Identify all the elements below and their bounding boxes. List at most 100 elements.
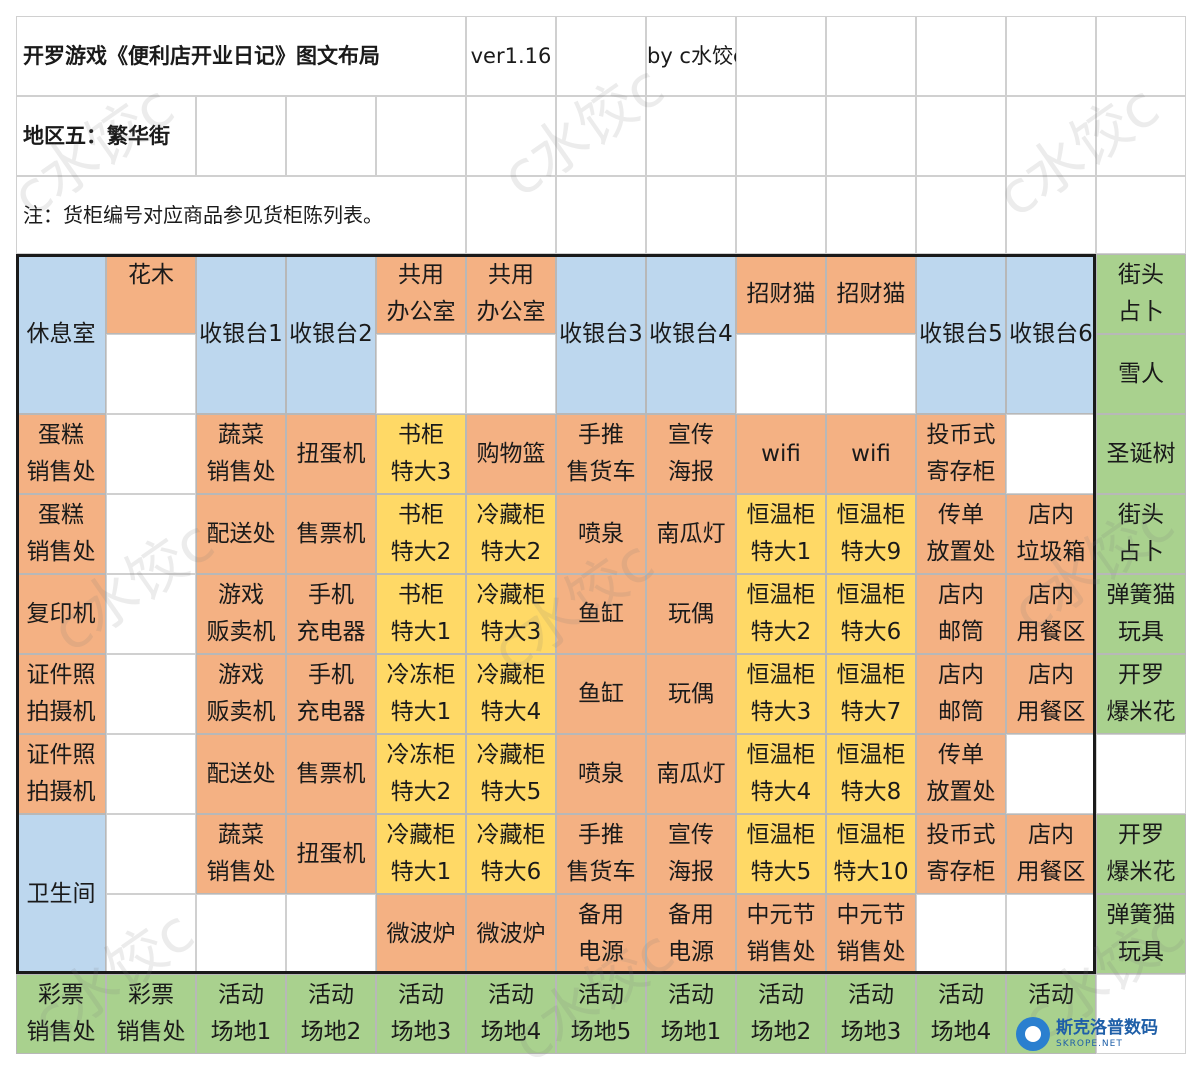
layout-cell: 收银台6 bbox=[1006, 254, 1096, 414]
site-badge: 斯克洛普数码 SKROPE.NET bbox=[1016, 1012, 1184, 1056]
header-cell bbox=[646, 176, 736, 254]
layout-cell: wifi bbox=[826, 414, 916, 494]
layout-cell: 手推 售货车 bbox=[556, 814, 646, 894]
layout-cell: 配送处 bbox=[196, 734, 286, 814]
layout-cell: 鱼缸 bbox=[556, 574, 646, 654]
header-cell bbox=[286, 96, 376, 176]
header-cell bbox=[916, 16, 1006, 96]
layout-cell: 喷泉 bbox=[556, 734, 646, 814]
layout-cell: 玩偶 bbox=[646, 574, 736, 654]
layout-cell: 中元节 销售处 bbox=[736, 894, 826, 974]
note-text: 注：货柜编号对应商品参见货柜陈列表。 bbox=[16, 176, 466, 254]
layout-cell: 活动 场地4 bbox=[466, 974, 556, 1054]
site-logo-icon bbox=[1016, 1017, 1050, 1051]
layout-cell: 店内 用餐区 bbox=[1006, 654, 1096, 734]
layout-cell: 备用 电源 bbox=[556, 894, 646, 974]
document-title: 开罗游戏《便利店开业日记》图文布局 bbox=[16, 16, 466, 96]
layout-cell: 冷藏柜 特大4 bbox=[466, 654, 556, 734]
layout-cell: 玩偶 bbox=[646, 654, 736, 734]
layout-cell: 中元节 销售处 bbox=[826, 894, 916, 974]
empty-cell bbox=[1006, 414, 1096, 494]
layout-cell: 收银台5 bbox=[916, 254, 1006, 414]
layout-cell: 鱼缸 bbox=[556, 654, 646, 734]
layout-cell: 扭蛋机 bbox=[286, 814, 376, 894]
header-cell bbox=[916, 96, 1006, 176]
layout-cell: 活动 场地1 bbox=[196, 974, 286, 1054]
spreadsheet: 开罗游戏《便利店开业日记》图文布局 ver1.16 by c水饺c 地区五：繁华… bbox=[16, 16, 1186, 1056]
layout-cell: 证件照 拍摄机 bbox=[16, 734, 106, 814]
layout-cell: 冷冻柜 特大2 bbox=[376, 734, 466, 814]
header-cell bbox=[466, 176, 556, 254]
empty-cell bbox=[106, 574, 196, 654]
header-cell bbox=[556, 16, 646, 96]
layout-cell: 招财猫 bbox=[826, 254, 916, 334]
layout-cell: 彩票 销售处 bbox=[16, 974, 106, 1054]
empty-cell bbox=[1096, 734, 1186, 814]
layout-cell: 恒温柜 特大2 bbox=[736, 574, 826, 654]
layout-cell: 恒温柜 特大4 bbox=[736, 734, 826, 814]
layout-cell: 恒温柜 特大10 bbox=[826, 814, 916, 894]
layout-cell: 微波炉 bbox=[376, 894, 466, 974]
layout-cell: 售票机 bbox=[286, 494, 376, 574]
empty-cell bbox=[1006, 894, 1096, 974]
layout-cell: 活动 场地2 bbox=[286, 974, 376, 1054]
header-cell bbox=[736, 176, 826, 254]
empty-cell bbox=[106, 654, 196, 734]
header-cell bbox=[556, 96, 646, 176]
layout-cell: 共用 办公室 bbox=[466, 254, 556, 334]
empty-cell bbox=[466, 334, 556, 414]
header-cell bbox=[196, 96, 286, 176]
layout-cell: 投币式 寄存柜 bbox=[916, 814, 1006, 894]
header-cell bbox=[1006, 16, 1096, 96]
layout-cell: 冷藏柜 特大2 bbox=[466, 494, 556, 574]
layout-cell: 游戏 贩卖机 bbox=[196, 654, 286, 734]
layout-cell: 弹簧猫 玩具 bbox=[1096, 894, 1186, 974]
layout-cell: 收银台3 bbox=[556, 254, 646, 414]
header-cell bbox=[1096, 176, 1186, 254]
layout-cell: 书柜 特大2 bbox=[376, 494, 466, 574]
header-cell bbox=[916, 176, 1006, 254]
layout-cell: 蛋糕 销售处 bbox=[16, 494, 106, 574]
header-cell bbox=[736, 96, 826, 176]
layout-cell: 手机 充电器 bbox=[286, 654, 376, 734]
empty-cell bbox=[916, 894, 1006, 974]
header-cell bbox=[1096, 96, 1186, 176]
header-cell bbox=[1006, 96, 1096, 176]
header-cell bbox=[1096, 16, 1186, 96]
layout-cell: 招财猫 bbox=[736, 254, 826, 334]
layout-cell: 喷泉 bbox=[556, 494, 646, 574]
layout-cell: 证件照 拍摄机 bbox=[16, 654, 106, 734]
region-label: 地区五：繁华街 bbox=[16, 96, 196, 176]
layout-cell: 传单 放置处 bbox=[916, 734, 1006, 814]
layout-cell: 花木 bbox=[106, 254, 196, 334]
empty-cell bbox=[106, 414, 196, 494]
empty-cell bbox=[376, 334, 466, 414]
empty-cell bbox=[826, 334, 916, 414]
header-cell bbox=[466, 96, 556, 176]
layout-cell: 冷藏柜 特大1 bbox=[376, 814, 466, 894]
empty-cell bbox=[106, 734, 196, 814]
layout-cell: 卫生间 bbox=[16, 814, 106, 974]
header-cell bbox=[736, 16, 826, 96]
layout-cell: 手机 充电器 bbox=[286, 574, 376, 654]
empty-cell bbox=[1006, 734, 1096, 814]
layout-cell: 店内 用餐区 bbox=[1006, 574, 1096, 654]
layout-cell: 宣传 海报 bbox=[646, 814, 736, 894]
author-label: by c水饺c bbox=[646, 16, 745, 96]
layout-cell: 冷藏柜 特大5 bbox=[466, 734, 556, 814]
layout-cell: 微波炉 bbox=[466, 894, 556, 974]
layout-cell: 活动 bbox=[1006, 974, 1096, 1054]
layout-cell: 活动 场地2 bbox=[736, 974, 826, 1054]
layout-cell: 南瓜灯 bbox=[646, 494, 736, 574]
layout-cell: 收银台2 bbox=[286, 254, 376, 414]
empty-cell bbox=[286, 894, 376, 974]
layout-cell: 店内 邮筒 bbox=[916, 654, 1006, 734]
layout-cell: 扭蛋机 bbox=[286, 414, 376, 494]
layout-cell: 店内 垃圾箱 bbox=[1006, 494, 1096, 574]
layout-cell: 冷藏柜 特大6 bbox=[466, 814, 556, 894]
layout-cell: 收银台1 bbox=[196, 254, 286, 414]
layout-cell: 活动 场地1 bbox=[646, 974, 736, 1054]
empty-cell bbox=[106, 334, 196, 414]
empty-cell bbox=[106, 894, 196, 974]
layout-cell: 店内 用餐区 bbox=[1006, 814, 1096, 894]
